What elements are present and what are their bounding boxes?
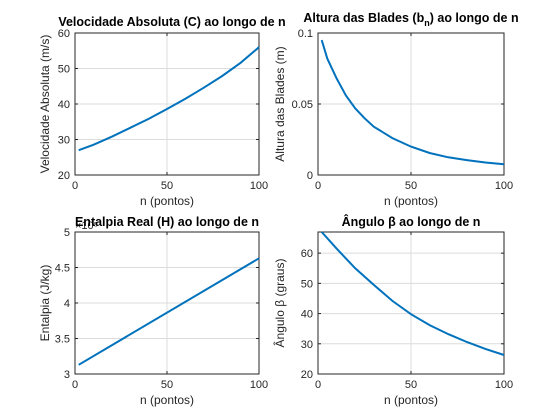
- tick-marks: [74, 231, 260, 375]
- y-tick-label: 30: [58, 135, 70, 147]
- chart-title: Entalpia Real (H) ao longo de n: [75, 215, 259, 229]
- y-tick-label: 0.1: [298, 28, 313, 40]
- chart-title: Ângulo β ao longo de n: [342, 214, 481, 229]
- y-tick-label: 60: [301, 248, 313, 260]
- tick-marks: [74, 32, 260, 176]
- series-line: [78, 257, 260, 366]
- x-axis-label: n (pontos): [140, 393, 194, 407]
- x-tick-label: 0: [72, 379, 78, 391]
- x-tick-label: 100: [250, 180, 268, 192]
- y-exponent-label: ×10⁵: [75, 220, 98, 232]
- y-tick-label: 50: [58, 64, 70, 76]
- y-tick-label: 40: [58, 99, 70, 111]
- chart-title: Velocidade Absoluta (C) ao longo de n: [58, 15, 285, 29]
- y-axis-label: Altura das Blades (m): [273, 46, 287, 161]
- y-axis-label: Velocidade Absoluta (m/s): [38, 35, 52, 174]
- y-tick-label: 5: [64, 227, 70, 239]
- x-axis-label: n (pontos): [384, 393, 438, 407]
- tick-marks: [317, 232, 505, 375]
- x-tick-label: 100: [250, 379, 268, 391]
- x-tick-label: 50: [405, 379, 417, 391]
- y-tick-label: 0.05: [292, 99, 313, 111]
- y-tick-label: 20: [301, 369, 313, 381]
- x-tick-label: 50: [405, 180, 417, 192]
- series-line: [320, 231, 505, 356]
- x-axis-label: n (pontos): [140, 194, 194, 208]
- y-tick-label: 4.5: [55, 263, 70, 275]
- chart-title: Altura das Blades (bn) ao longo de n: [303, 11, 518, 28]
- x-tick-label: 0: [72, 180, 78, 192]
- chart-title-suffix: ) ao longo de n: [430, 11, 519, 25]
- series-line: [78, 46, 260, 152]
- x-tick-label: 50: [161, 379, 173, 391]
- chart-title-subscript: n: [424, 18, 430, 28]
- y-tick-label: 60: [58, 28, 70, 40]
- subplot-velocidade: Velocidade Absoluta (C) ao longo de n 0 5…: [38, 15, 286, 208]
- y-tick-label: 3: [64, 369, 70, 381]
- y-tick-label: 4: [64, 298, 70, 310]
- x-tick-label: 50: [161, 180, 173, 192]
- y-axis-label: Entalpia (J/kg): [38, 265, 52, 342]
- y-tick-label: 20: [58, 170, 70, 182]
- y-axis-label: Ângulo β (graus): [272, 259, 287, 348]
- subplot-altura: Altura das Blades (bn) ao longo de n 0 50…: [273, 11, 519, 208]
- x-axis-label: n (pontos): [384, 194, 438, 208]
- y-tick-label: 30: [301, 339, 313, 351]
- x-tick-label: 100: [495, 379, 513, 391]
- y-tick-label: 50: [301, 278, 313, 290]
- tick-marks: [317, 32, 505, 176]
- y-tick-label: 3.5: [55, 334, 70, 346]
- x-tick-label: 100: [495, 180, 513, 192]
- subplot-angulo: Ângulo β ao longo de n 0 50 100 20 30 40 50 60 n…: [272, 214, 513, 407]
- y-tick-label: 0: [307, 170, 313, 182]
- series-line: [320, 39, 505, 166]
- x-tick-label: 0: [315, 379, 321, 391]
- y-tick-label: 40: [301, 309, 313, 321]
- chart-title-main: Altura das Blades (b: [303, 11, 424, 25]
- x-tick-label: 0: [315, 180, 321, 192]
